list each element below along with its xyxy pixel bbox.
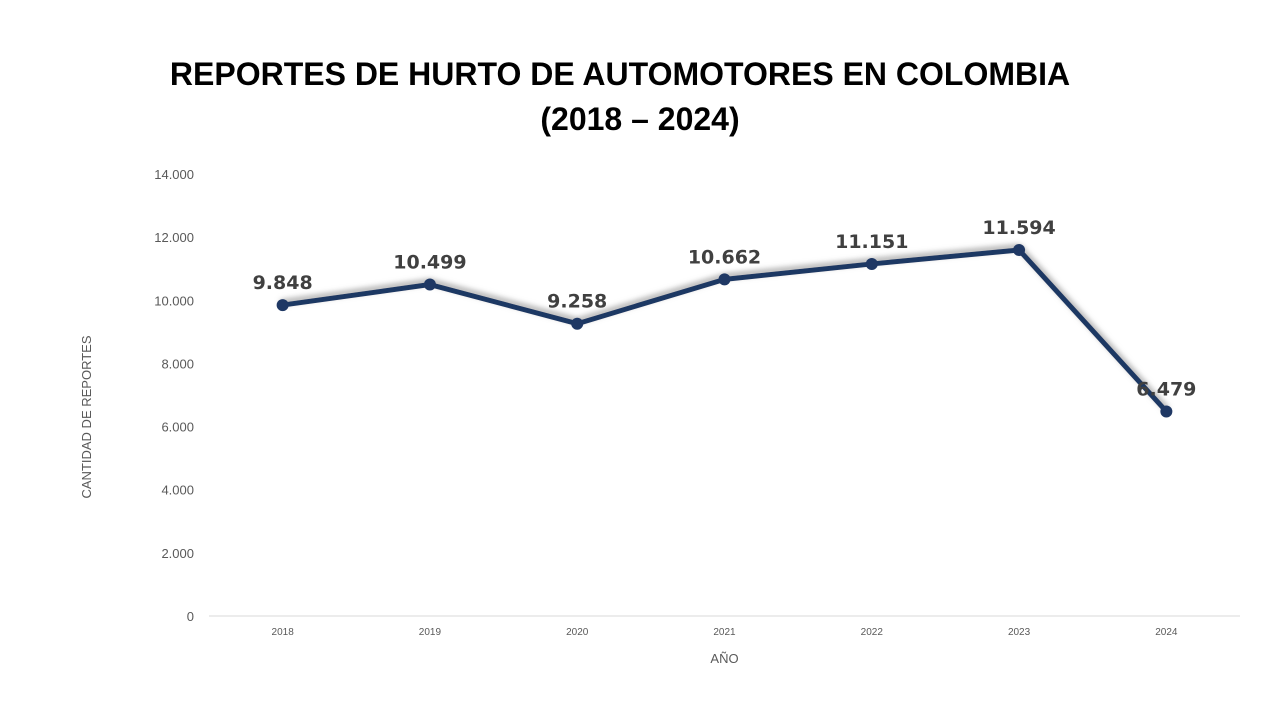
data-point-marker [423, 278, 436, 291]
data-point-marker [1160, 405, 1173, 418]
x-tick-label: 2018 [272, 627, 295, 638]
y-tick-label: 0 [187, 609, 194, 624]
data-label: 10.499 [393, 252, 466, 274]
data-point-marker [865, 257, 878, 270]
data-point-marker [1013, 243, 1026, 256]
data-labels: 9.848 10.499 9.258 10.662 11.151 11.594 6.479 [253, 217, 1197, 400]
data-label: 11.594 [982, 217, 1055, 239]
chart-subtitle: (2018 – 2024) [540, 101, 740, 137]
data-label: 11.151 [835, 231, 908, 253]
y-tick-label: 8.000 [161, 356, 194, 371]
y-axis-ticks: 0 2.000 4.000 6.000 8.000 10.000 12.000 14.000 [154, 167, 194, 624]
x-tick-label: 2021 [713, 627, 736, 638]
series-line-group [276, 243, 1173, 418]
y-tick-label: 10.000 [154, 293, 194, 308]
y-tick-label: 2.000 [161, 546, 194, 561]
x-tick-label: 2023 [1008, 627, 1031, 638]
x-tick-label: 2019 [419, 627, 442, 638]
data-point-marker [571, 317, 584, 330]
x-tick-label: 2022 [861, 627, 884, 638]
data-label: 10.662 [688, 246, 761, 268]
y-tick-label: 14.000 [154, 167, 194, 182]
y-axis-title: CANTIDAD DE REPORTES [79, 335, 94, 498]
y-tick-label: 4.000 [161, 483, 194, 498]
x-axis-ticks: 2018 2019 2020 2021 2022 2023 2024 [272, 627, 1178, 638]
x-tick-label: 2024 [1155, 627, 1178, 638]
data-label: 6.479 [1136, 378, 1196, 400]
y-tick-label: 12.000 [154, 230, 194, 245]
data-label: 9.848 [253, 272, 313, 294]
data-point-marker [718, 273, 731, 286]
y-tick-label: 6.000 [161, 420, 194, 435]
data-label: 9.258 [547, 291, 607, 313]
x-tick-label: 2020 [566, 627, 589, 638]
chart-title: REPORTES DE HURTO DE AUTOMOTORES EN COLO… [169, 56, 1071, 92]
x-axis-title: AÑO [710, 651, 738, 666]
data-point-marker [276, 299, 289, 312]
